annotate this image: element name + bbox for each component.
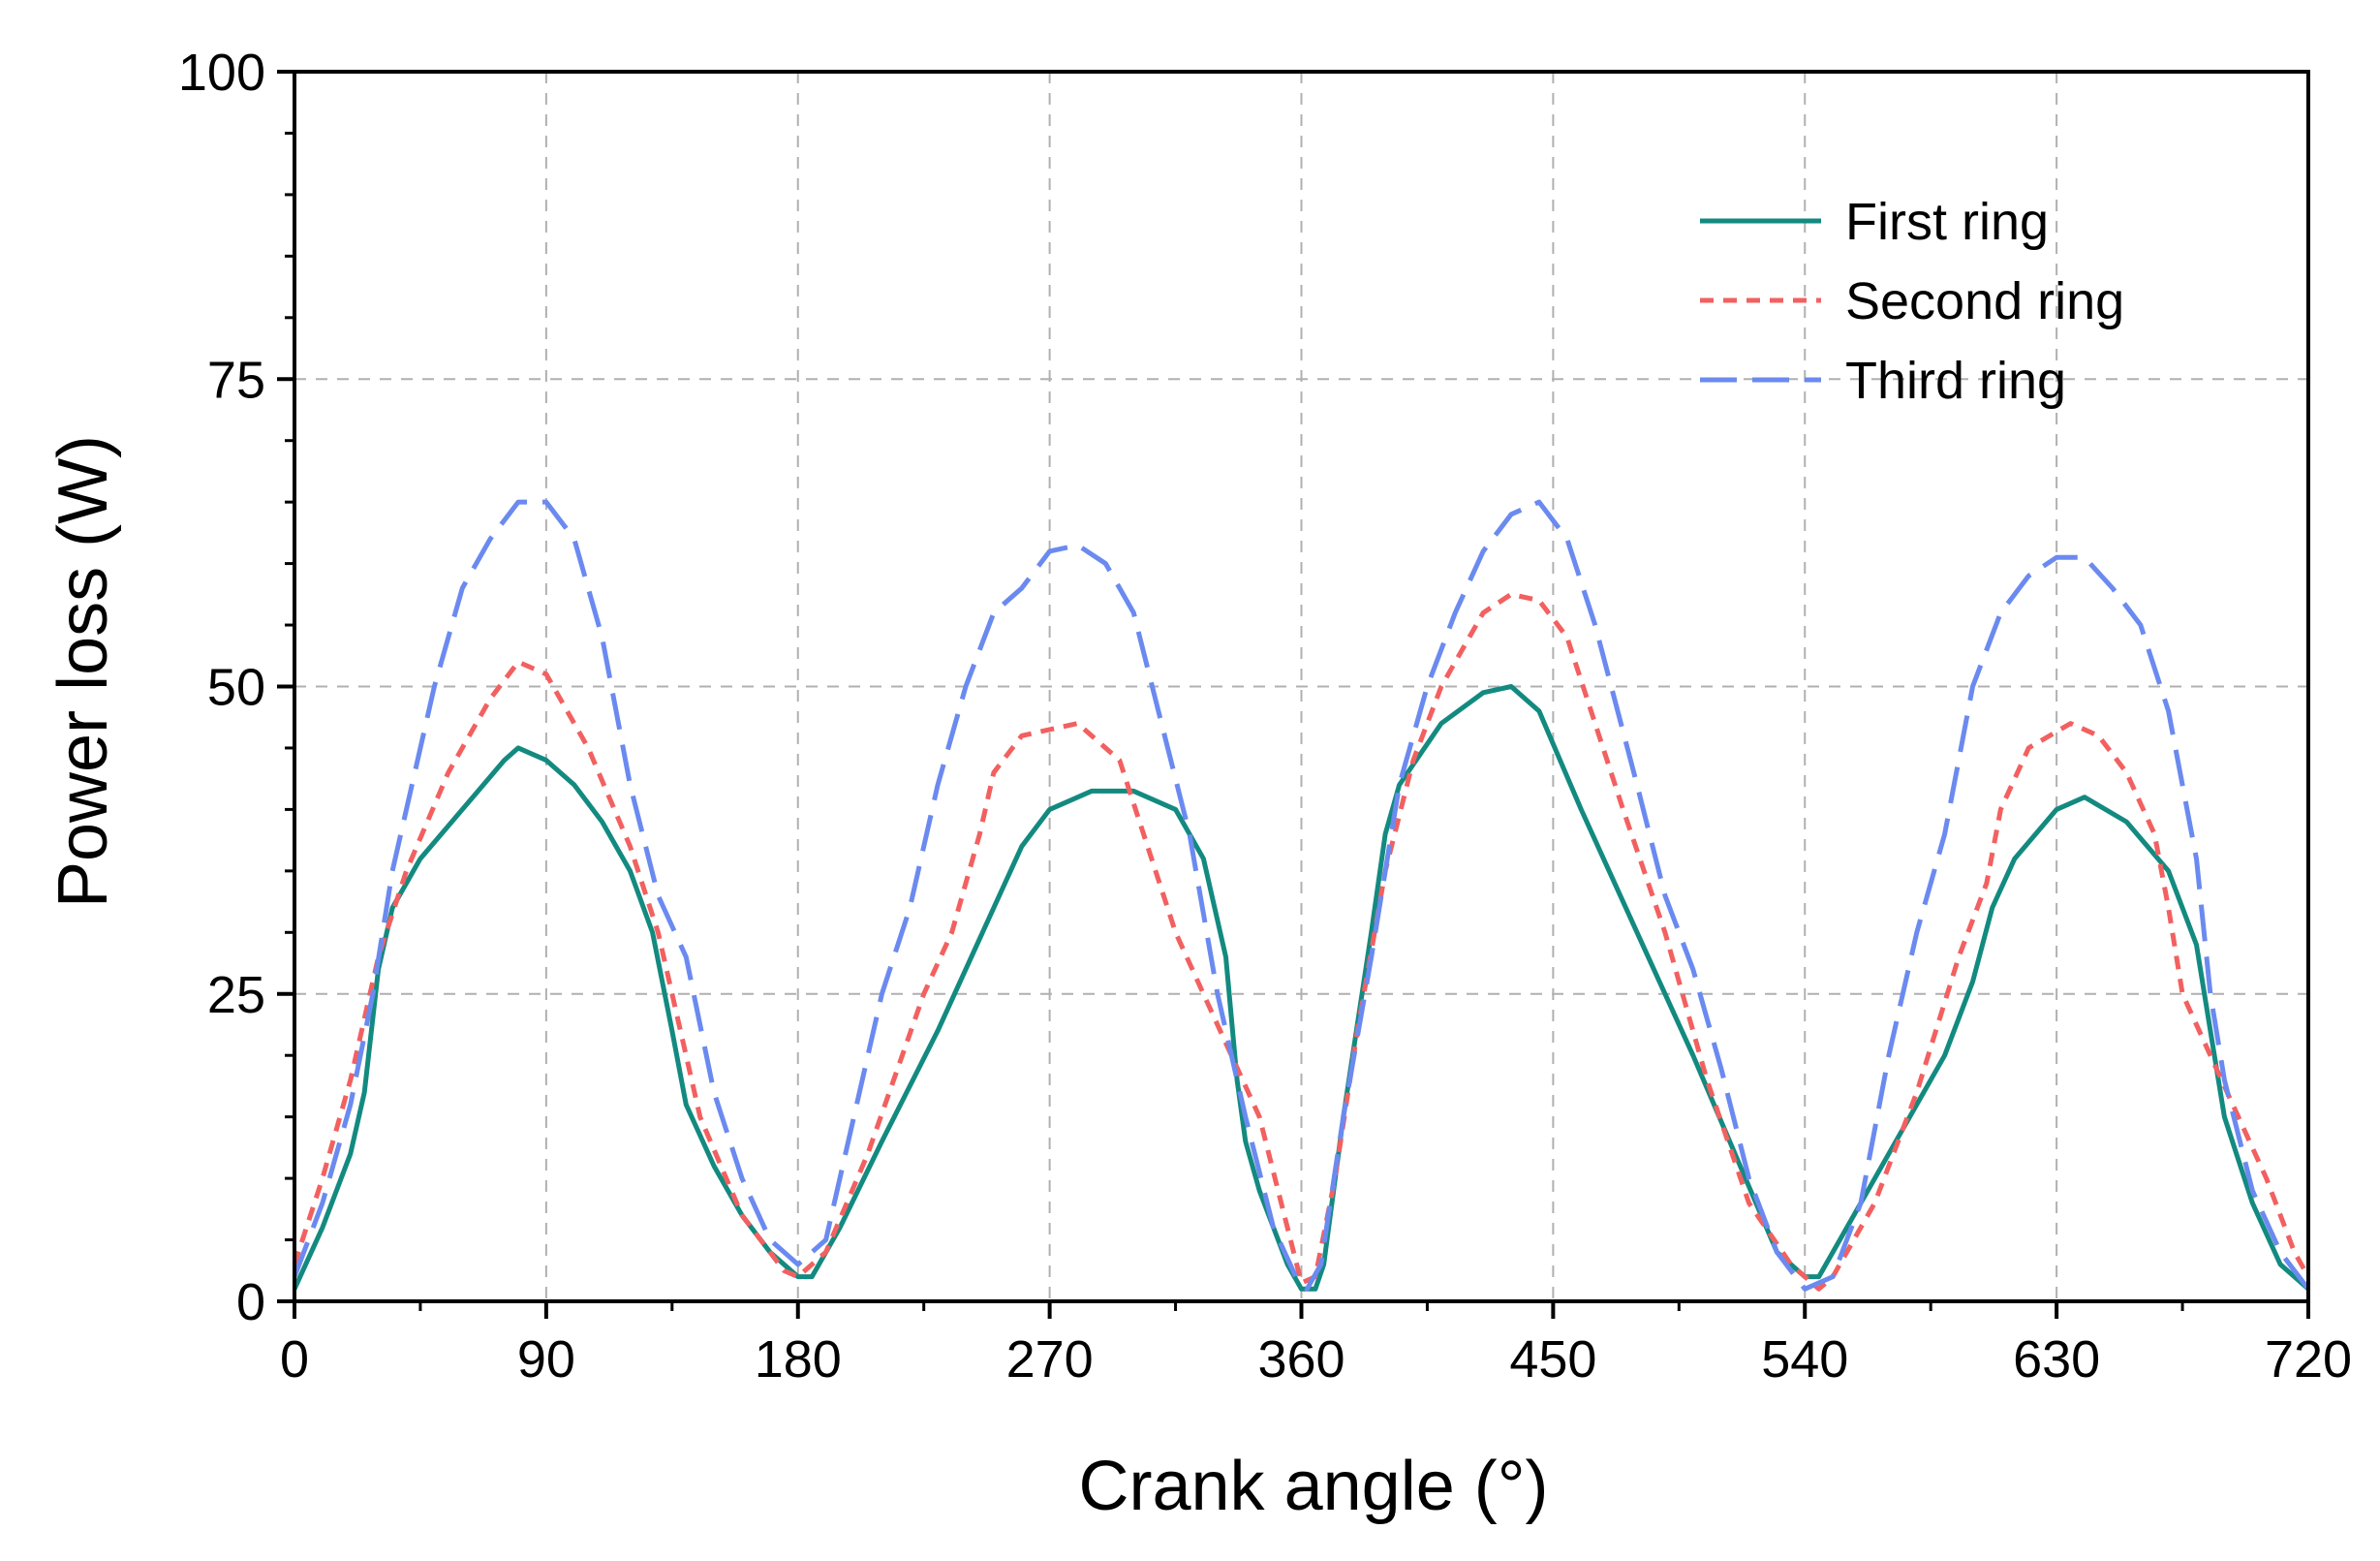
x-tick-label: 360 (1257, 1330, 1345, 1389)
tick-labels: 0 90 180 270 360 450 540 630 720 0 25 50 75 100 (178, 44, 2352, 1389)
x-tick-label: 540 (1761, 1330, 1848, 1389)
x-tick-label: 270 (1006, 1330, 1094, 1389)
y-tick-label: 75 (207, 351, 265, 409)
x-axis-title: Crank angle (°) (1079, 1448, 1549, 1525)
x-tick-label: 0 (280, 1330, 309, 1389)
series-line-1 (292, 684, 2310, 1292)
x-tick-label: 180 (755, 1330, 842, 1389)
x-tick-label: 450 (1509, 1330, 1596, 1389)
y-tick-label: 25 (207, 966, 265, 1024)
series-line-2 (292, 591, 2311, 1292)
y-axis-title: Power loss (W) (45, 435, 122, 908)
legend-label-1: First ring (1845, 193, 2049, 251)
y-tick-label: 0 (236, 1273, 265, 1331)
legend-label-3: Third ring (1845, 352, 2066, 410)
legend-label-2: Second ring (1845, 272, 2124, 330)
x-tick-label: 90 (517, 1330, 575, 1389)
series-lines (292, 499, 2311, 1292)
grid-lines (294, 72, 2308, 1301)
x-tick-label: 720 (2265, 1330, 2352, 1389)
y-tick-label: 100 (178, 44, 265, 102)
x-tick-label: 630 (2013, 1330, 2100, 1389)
series-line-3 (292, 499, 2310, 1292)
tick-marks (277, 70, 2310, 1319)
y-tick-label: 50 (207, 659, 265, 717)
legend: First ring Second ring Third ring (1700, 193, 2124, 410)
